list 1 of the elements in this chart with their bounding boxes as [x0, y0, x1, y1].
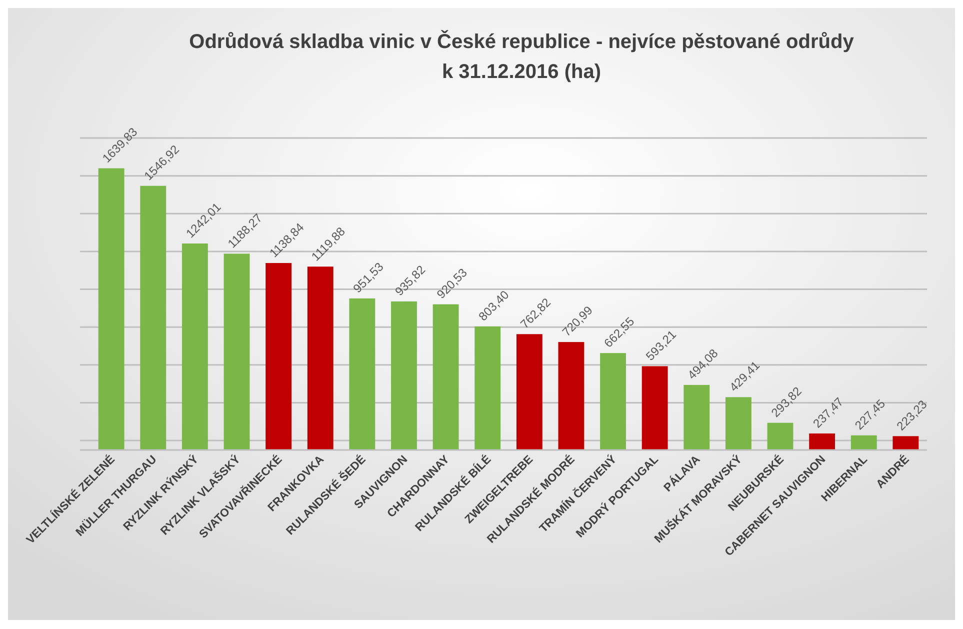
chart-title: Odrůdová skladba vinic v České republice - nejvíce pěstované odrůdy k 31.12.2016 (ha)	[189, 30, 855, 83]
